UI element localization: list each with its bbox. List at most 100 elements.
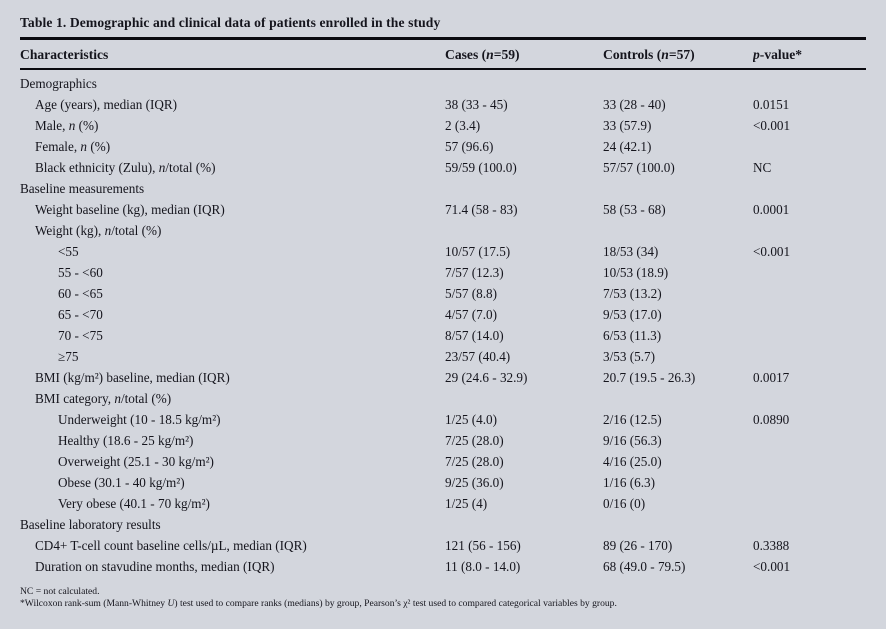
controls-value: 9/16 (56.3) (603, 433, 662, 448)
table-row: Weight (kg), n/total (%) (20, 220, 866, 241)
controls-value: 10/53 (18.9) (603, 265, 669, 280)
p-value: 0.3388 (753, 538, 790, 553)
row-label: Duration on stavudine months, median (IQ… (35, 559, 275, 574)
table-row: BMI (kg/m²) baseline, median (IQR) 29 (24… (20, 367, 866, 388)
table-row: CD4+ T-cell count baseline cells/µL, med… (20, 535, 866, 556)
footnote-tests: *Wilcoxon rank-sum (Mann-Whitney U) test… (20, 598, 617, 609)
section-row: Demographics (20, 73, 866, 94)
table-row: 55 - <60 7/57 (12.3) 10/53 (18.9) (20, 262, 866, 283)
table-row: 65 - <70 4/57 (7.0) 9/53 (17.0) (20, 304, 866, 325)
table-row: Black ethnicity (Zulu), n/total (%) 59/59… (20, 157, 866, 178)
table-body: Demographics Age (years), median (IQR) 38 … (20, 70, 866, 577)
cases-value: 4/57 (7.0) (445, 307, 498, 322)
controls-value: 33 (28 - 40) (603, 97, 666, 112)
row-label: Black ethnicity (Zulu), n/total (%) (35, 160, 216, 175)
controls-value: 68 (49.0 - 79.5) (603, 559, 686, 574)
row-label: <55 (58, 244, 79, 259)
p-value: NC (753, 160, 772, 175)
table-row: Weight baseline (kg), median (IQR) 71.4 (… (20, 199, 866, 220)
controls-value: 89 (26 - 170) (603, 538, 673, 553)
cases-value: 1/25 (4.0) (445, 412, 498, 427)
row-label: Baseline laboratory results (20, 517, 161, 532)
table-row: Very obese (40.1 - 70 kg/m²) 1/25 (4) 0/16… (20, 493, 866, 514)
table-row: Duration on stavudine months, median (IQ… (20, 556, 866, 577)
table-row: ≥75 23/57 (40.4) 3/53 (5.7) (20, 346, 866, 367)
p-value: <0.001 (753, 559, 791, 574)
controls-value: 6/53 (11.3) (603, 328, 662, 343)
cases-value: 8/57 (14.0) (445, 328, 504, 343)
cases-value: 29 (24.6 - 32.9) (445, 370, 528, 385)
cases-value: 7/57 (12.3) (445, 265, 504, 280)
table-row: 70 - <75 8/57 (14.0) 6/53 (11.3) (20, 325, 866, 346)
table-row: 60 - <65 5/57 (8.8) 7/53 (13.2) (20, 283, 866, 304)
row-label: Healthy (18.6 - 25 kg/m²) (58, 433, 194, 448)
table-row: Overweight (25.1 - 30 kg/m²) 7/25 (28.0) 4… (20, 451, 866, 472)
table-row: Age (years), median (IQR) 38 (33 - 45) 33 … (20, 94, 866, 115)
column-header-controls: Controls (n=57) (603, 48, 695, 62)
controls-value: 1/16 (6.3) (603, 475, 656, 490)
row-label: Very obese (40.1 - 70 kg/m²) (58, 496, 210, 511)
p-value: <0.001 (753, 118, 791, 133)
cases-value: 71.4 (58 - 83) (445, 202, 518, 217)
controls-value: 2/16 (12.5) (603, 412, 662, 427)
cases-value: 121 (56 - 156) (445, 538, 521, 553)
table-row: Female, n (%) 57 (96.6) 24 (42.1) (20, 136, 866, 157)
footnotes: NC = not calculated. *Wilcoxon rank-sum … (20, 586, 866, 610)
row-label: Female, n (%) (35, 139, 111, 154)
controls-value: 24 (42.1) (603, 139, 652, 154)
table-row: Male, n (%) 2 (3.4) 33 (57.9) <0.001 (20, 115, 866, 136)
table-row: BMI category, n/total (%) (20, 388, 866, 409)
cases-value: 38 (33 - 45) (445, 97, 508, 112)
cases-value: 10/57 (17.5) (445, 244, 511, 259)
cases-value: 1/25 (4) (445, 496, 488, 511)
row-label: Weight baseline (kg), median (IQR) (35, 202, 225, 217)
controls-value: 3/53 (5.7) (603, 349, 656, 364)
header-rule (20, 68, 866, 70)
cases-value: 59/59 (100.0) (445, 160, 517, 175)
p-value: 0.0151 (753, 97, 790, 112)
table-header-row: Characteristics Cases (n=59) Controls (n… (20, 40, 866, 68)
row-label: CD4+ T-cell count baseline cells/µL, med… (35, 538, 307, 553)
cases-value: 5/57 (8.8) (445, 286, 498, 301)
controls-value: 20.7 (19.5 - 26.3) (603, 370, 696, 385)
row-label: Weight (kg), n/total (%) (35, 223, 162, 238)
controls-value: 0/16 (0) (603, 496, 646, 511)
row-label: 65 - <70 (58, 307, 103, 322)
section-row: Baseline laboratory results (20, 514, 866, 535)
controls-value: 57/57 (100.0) (603, 160, 675, 175)
p-value: 0.0890 (753, 412, 790, 427)
cases-value: 11 (8.0 - 14.0) (445, 559, 521, 574)
p-value: 0.0017 (753, 370, 790, 385)
row-label: Male, n (%) (35, 118, 99, 133)
row-label: ≥75 (58, 349, 79, 364)
controls-value: 18/53 (34) (603, 244, 659, 259)
row-label: BMI category, n/total (%) (35, 391, 172, 406)
cases-value: 9/25 (36.0) (445, 475, 504, 490)
column-header-cases: Cases (n=59) (445, 48, 520, 62)
title-rule (20, 37, 866, 40)
controls-value: 9/53 (17.0) (603, 307, 662, 322)
column-header-characteristics: Characteristics (20, 48, 109, 62)
controls-value: 58 (53 - 68) (603, 202, 666, 217)
table-row: <55 10/57 (17.5) 18/53 (34) <0.001 (20, 241, 866, 262)
row-label: 55 - <60 (58, 265, 103, 280)
row-label: Underweight (10 - 18.5 kg/m²) (58, 412, 221, 427)
section-row: Baseline measurements (20, 178, 866, 199)
controls-value: 4/16 (25.0) (603, 454, 662, 469)
cases-value: 23/57 (40.4) (445, 349, 511, 364)
cases-value: 7/25 (28.0) (445, 454, 504, 469)
controls-value: 33 (57.9) (603, 118, 652, 133)
row-label: Demographics (20, 76, 97, 91)
cases-value: 2 (3.4) (445, 118, 481, 133)
row-label: Overweight (25.1 - 30 kg/m²) (58, 454, 214, 469)
row-label: Obese (30.1 - 40 kg/m²) (58, 475, 185, 490)
row-label: Baseline measurements (20, 181, 145, 196)
row-label: 60 - <65 (58, 286, 103, 301)
p-value: 0.0001 (753, 202, 790, 217)
p-value: <0.001 (753, 244, 791, 259)
row-label: 70 - <75 (58, 328, 103, 343)
table-row: Underweight (10 - 18.5 kg/m²) 1/25 (4.0) 2… (20, 409, 866, 430)
cases-value: 57 (96.6) (445, 139, 494, 154)
row-label: BMI (kg/m²) baseline, median (IQR) (35, 370, 230, 385)
